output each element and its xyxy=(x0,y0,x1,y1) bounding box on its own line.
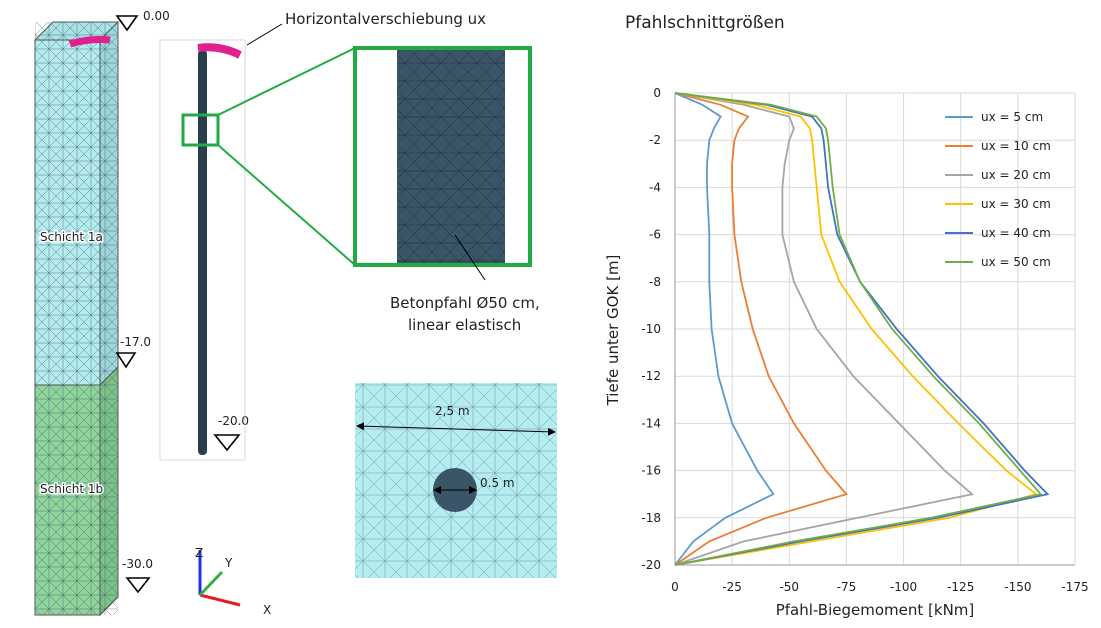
level-label: -17.0 xyxy=(120,335,151,349)
legend-label: ux = 10 cm xyxy=(981,139,1051,153)
x-tick-label: -150 xyxy=(1004,580,1031,594)
x-tick-label: -125 xyxy=(947,580,974,594)
y-tick-label: -16 xyxy=(641,464,661,478)
dimension-label: 2,5 m xyxy=(435,404,470,418)
y-axis-label: Tiefe unter GOK [m] xyxy=(604,255,622,407)
x-tick-label: -100 xyxy=(890,580,917,594)
x-tick-label: -175 xyxy=(1061,580,1088,594)
annotation: Betonpfahl Ø50 cm, xyxy=(390,294,540,312)
y-tick-label: -20 xyxy=(641,558,661,572)
chart-title: Pfahlschnittgrößen xyxy=(625,13,785,33)
figure: 0.00 Schicht 1a -17.0 -20.0 Schicht 1b -… xyxy=(0,0,1101,624)
dimension-label: 0.5 m xyxy=(480,476,515,490)
annotation: Horizontalverschiebung ux xyxy=(285,10,486,28)
legend-label: ux = 20 cm xyxy=(981,168,1051,182)
y-tick-label: -12 xyxy=(641,369,661,383)
level-markers xyxy=(117,16,239,592)
y-tick-label: -6 xyxy=(649,228,661,242)
legend-label: ux = 5 cm xyxy=(981,110,1043,124)
level-label: -20.0 xyxy=(218,414,249,428)
y-tick-label: -4 xyxy=(649,180,661,194)
legend-label: ux = 40 cm xyxy=(981,226,1051,240)
x-tick-label: -75 xyxy=(837,580,857,594)
axis-letter: X xyxy=(263,603,271,617)
x-axis-label: Pfahl-Biegemoment [kNm] xyxy=(776,601,975,619)
layer-label: Schicht 1b xyxy=(40,482,103,496)
y-tick-label: -14 xyxy=(641,416,661,430)
y-tick-label: 0 xyxy=(653,86,661,100)
plot: 0 -25 -50 -75 -100 -125 -150 -175 0 -2 -4 -6 -8 -10 -1… xyxy=(641,86,1088,594)
x-tick-label: -25 xyxy=(722,580,742,594)
legend-label: ux = 30 cm xyxy=(981,197,1051,211)
x-tick-label: -50 xyxy=(779,580,799,594)
y-tick-label: -2 xyxy=(649,133,661,147)
level-label: -30.0 xyxy=(122,557,153,571)
y-tick-label: -10 xyxy=(641,322,661,336)
annotation: linear elastisch xyxy=(408,316,521,334)
soil-model xyxy=(35,22,118,615)
layer-label: Schicht 1a xyxy=(40,230,103,244)
legend-label: ux = 50 cm xyxy=(981,255,1051,269)
axis-letter: Y xyxy=(224,556,233,570)
axis-letter: Z xyxy=(195,546,203,560)
axis-triad xyxy=(200,550,240,605)
level-label: 0.00 xyxy=(143,9,170,23)
y-tick-label: -18 xyxy=(641,511,661,525)
x-tick-label: 0 xyxy=(671,580,679,594)
y-tick-label: -8 xyxy=(649,275,661,289)
